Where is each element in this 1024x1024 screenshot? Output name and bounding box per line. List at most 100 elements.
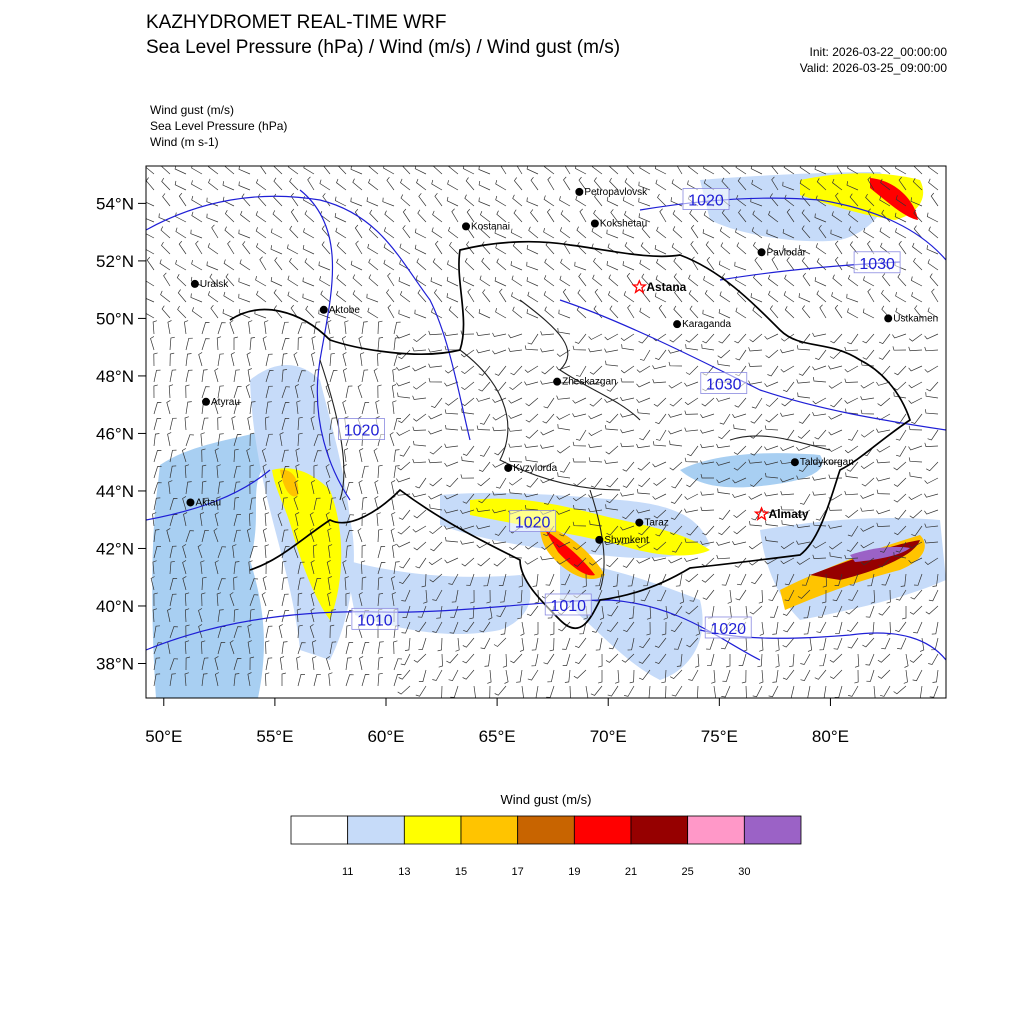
wind-barb <box>654 653 667 665</box>
wind-barb <box>849 241 859 255</box>
wind-barb <box>191 166 203 175</box>
wind-barb <box>462 166 475 175</box>
wind-barb <box>547 176 555 191</box>
wind-barb <box>622 229 635 239</box>
wind-barb <box>413 413 427 422</box>
wind-barb <box>860 557 875 566</box>
colorbar-tick-label: 17 <box>512 866 524 878</box>
wind-barb <box>860 429 875 438</box>
wind-barb <box>769 193 779 207</box>
wind-barb <box>264 544 269 559</box>
wind-barb <box>671 179 683 191</box>
wind-barb <box>158 213 171 223</box>
wind-barb <box>336 178 347 191</box>
wind-barb <box>636 557 651 564</box>
wind-barb <box>652 461 667 468</box>
wind-barb <box>265 385 273 399</box>
wind-barb <box>925 605 939 615</box>
wind-barb <box>834 240 843 255</box>
wind-barb <box>438 653 443 668</box>
wind-barb <box>367 307 379 319</box>
wind-barb <box>397 685 411 695</box>
wind-barb <box>169 465 177 479</box>
wind-barb <box>444 509 459 514</box>
wind-barb <box>929 273 939 287</box>
wind-barb <box>343 448 349 463</box>
region-border <box>319 359 345 501</box>
wind-barb <box>482 289 491 303</box>
wind-barb <box>264 320 269 335</box>
wind-barb <box>924 346 939 352</box>
wind-barb <box>391 592 396 607</box>
longitude-axis: 50°E 55°E 60°E 65°E 70°E 75°E 80°E <box>145 698 849 746</box>
wind-barb <box>508 347 523 352</box>
wind-barb <box>701 573 715 583</box>
wind-barb <box>328 672 333 687</box>
wind-barb <box>510 261 523 271</box>
city-label: Uralsk <box>200 279 229 290</box>
wind-barb <box>150 336 155 351</box>
wind-barb <box>417 605 427 618</box>
wind-barb <box>759 621 764 636</box>
wind-barb <box>222 196 235 207</box>
wind-barb <box>428 330 443 336</box>
wind-barb <box>466 573 475 586</box>
wind-barb <box>893 392 907 399</box>
wind-barb <box>828 541 843 550</box>
wind-barb <box>832 274 843 287</box>
wind-barb <box>549 621 555 636</box>
wind-barb <box>384 210 395 223</box>
wind-barb <box>214 560 219 575</box>
wind-barb <box>526 244 539 255</box>
wind-barb <box>287 275 299 287</box>
wind-barb <box>414 244 427 255</box>
wind-barb <box>289 225 299 239</box>
wind-barb <box>559 196 571 207</box>
wind-barb <box>476 525 491 530</box>
wind-barb <box>222 181 235 191</box>
wind-barb <box>265 672 270 687</box>
wind-barb <box>801 305 811 319</box>
wind-barb <box>293 528 299 543</box>
wind-barb <box>417 209 427 223</box>
wind-barb <box>281 610 290 623</box>
wind-barb <box>556 413 571 420</box>
wind-barb <box>703 179 715 191</box>
wind-barb <box>685 344 699 351</box>
wind-barb <box>876 477 891 482</box>
wind-barb <box>721 573 731 586</box>
wind-barb <box>153 466 162 479</box>
wind-barb <box>588 457 603 463</box>
wind-barb <box>652 557 667 562</box>
wind-barb <box>876 522 891 527</box>
colorbar-title: Wind gust (m/s) <box>500 792 591 807</box>
wind-barb <box>289 257 299 271</box>
wind-barb <box>495 243 507 255</box>
wind-barb <box>579 208 587 223</box>
wind-barb <box>924 442 939 447</box>
wind-barb <box>361 321 368 335</box>
wind-barb <box>876 458 891 464</box>
wind-barb <box>415 477 427 489</box>
wind-barb <box>592 621 603 633</box>
wind-barb <box>540 461 555 469</box>
wind-barb <box>911 525 923 537</box>
wind-barb <box>319 276 331 287</box>
wind-barb <box>281 449 289 463</box>
wind-barb <box>737 177 747 191</box>
wind-barb <box>185 353 192 367</box>
wind-barb <box>290 304 299 319</box>
wind-barb <box>185 530 194 543</box>
wind-barb <box>444 345 459 351</box>
wind-barb <box>564 669 571 683</box>
city-dot-icon <box>462 222 470 231</box>
isobar-line <box>146 469 271 521</box>
wind-barb <box>717 360 731 367</box>
wind-barb <box>716 397 731 402</box>
wind-barb <box>201 592 206 607</box>
wind-barb <box>801 209 811 223</box>
wind-barb <box>281 402 290 415</box>
wind-barb <box>398 509 411 520</box>
wind-barb <box>464 194 475 207</box>
